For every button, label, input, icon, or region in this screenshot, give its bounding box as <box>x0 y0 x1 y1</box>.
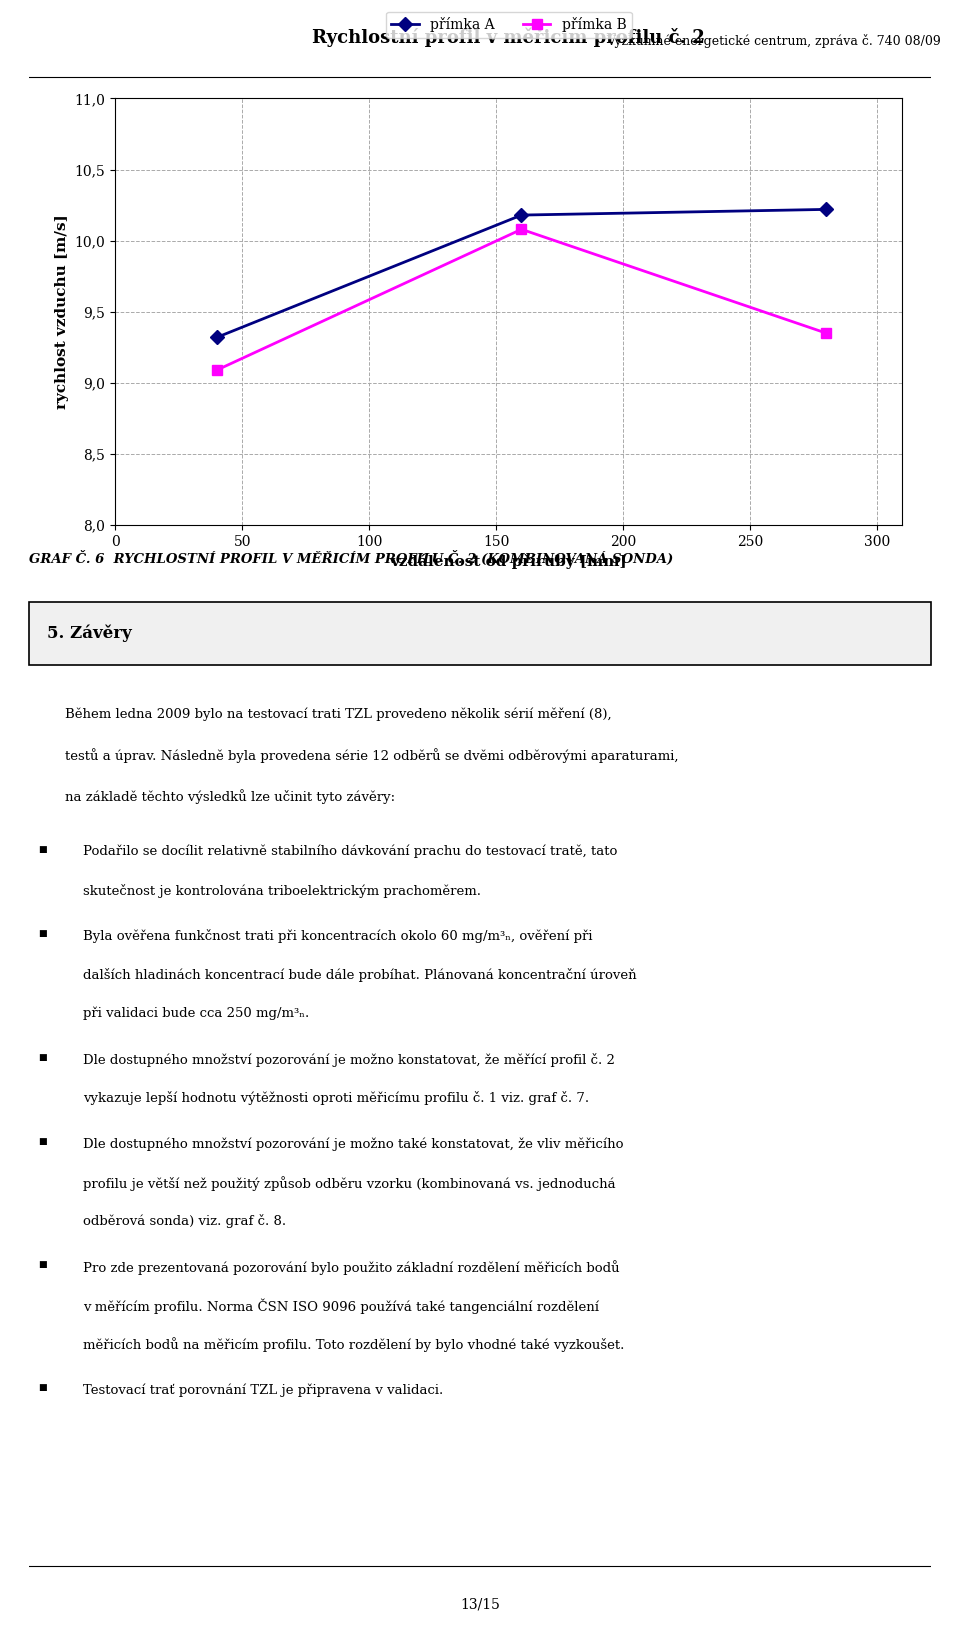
Text: odběrová sonda) viz. graf č. 8.: odběrová sonda) viz. graf č. 8. <box>83 1214 286 1229</box>
Text: ■: ■ <box>37 1137 47 1145</box>
přímka B <box>211 361 223 381</box>
Text: Dle dostupného množství pozorování je možno konstatovat, že měřící profil č. 2: Dle dostupného množství pozorování je mo… <box>83 1052 614 1067</box>
Text: Dle dostupného množství pozorování je možno také konstatovat, že vliv měřicího: Dle dostupného množství pozorování je mo… <box>83 1137 623 1150</box>
Text: dalších hladinách koncentrací bude dále probíhat. Plánovaná koncentrační úroveň: dalších hladinách koncentrací bude dále … <box>83 968 636 981</box>
Text: profilu je větší než použitý způsob odběru vzorku (kombinovaná vs. jednoduchá: profilu je větší než použitý způsob odbě… <box>83 1175 615 1191</box>
Text: Během ledna 2009 bylo na testovací trati TZL provedeno několik sérií měření (8),: Během ledna 2009 bylo na testovací trati… <box>65 707 612 720</box>
Text: 5. Závěry: 5. Závěry <box>47 625 132 642</box>
Text: Podařilo se docílit relativně stabilního dávkování prachu do testovací tratě, ta: Podařilo se docílit relativně stabilního… <box>83 845 617 858</box>
Text: ■: ■ <box>37 1052 47 1062</box>
Line: přímka B: přímka B <box>212 225 831 374</box>
Text: 13/15: 13/15 <box>460 1597 500 1611</box>
Text: vykazuje lepší hodnotu výtěžnosti oproti měřicímu profilu č. 1 viz. graf č. 7.: vykazuje lepší hodnotu výtěžnosti oproti… <box>83 1091 589 1106</box>
Text: ■: ■ <box>37 845 47 853</box>
Text: ■: ■ <box>37 1260 47 1268</box>
Text: ■: ■ <box>37 1383 47 1392</box>
přímka A <box>516 205 527 225</box>
Text: Pro zde prezentovaná pozorování bylo použito základní rozdělení měřicích bodů: Pro zde prezentovaná pozorování bylo pou… <box>83 1260 619 1275</box>
FancyBboxPatch shape <box>29 602 931 665</box>
přímka A <box>821 200 832 220</box>
Legend: přímka A, přímka B: přímka A, přímka B <box>386 11 632 38</box>
Text: ■: ■ <box>37 929 47 939</box>
Text: testů a úprav. Následně byla provedena série 12 odběrů se dvěmi odběrovými apara: testů a úprav. Následně byla provedena s… <box>65 748 679 763</box>
Text: v měřícím profilu. Norma ČSN ISO 9096 používá také tangenciální rozdělení: v měřícím profilu. Norma ČSN ISO 9096 po… <box>83 1300 599 1314</box>
Text: skutečnost je kontrolována triboelektrickým prachoměrem.: skutečnost je kontrolována triboelektric… <box>83 883 481 898</box>
Title: Rychlostní profil v měřicím profilu č. 2: Rychlostní profil v měřicím profilu č. 2 <box>312 28 706 48</box>
Text: Výzkumné energetické centrum, zpráva č. 740 08/09: Výzkumné energetické centrum, zpráva č. … <box>606 34 941 48</box>
Text: měřicích bodů na měřicím profilu. Toto rozdělení by bylo vhodné také vyzkoušet.: měřicích bodů na měřicím profilu. Toto r… <box>83 1337 624 1352</box>
X-axis label: vzdálenost od příruby [mm]: vzdálenost od příruby [mm] <box>391 555 627 569</box>
Line: přímka A: přímka A <box>212 205 831 343</box>
přímka A <box>211 328 223 348</box>
Text: na základě těchto výsledků lze učinit tyto závěry:: na základě těchto výsledků lze učinit ty… <box>65 789 395 804</box>
Text: Byla ověřena funkčnost trati při koncentracích okolo 60 mg/m³ₙ, ověření při: Byla ověřena funkčnost trati při koncent… <box>83 929 592 944</box>
Text: GRAF Č. 6  RYCHLOSTNÍ PROFIL V MĚŘICÍM PROFILU Č. 2 (KOMBINOVANÁ SONDA): GRAF Č. 6 RYCHLOSTNÍ PROFIL V MĚŘICÍM PR… <box>29 550 673 566</box>
přímka B <box>516 220 527 240</box>
přímka B <box>821 323 832 343</box>
Text: při validaci bude cca 250 mg/m³ₙ.: při validaci bude cca 250 mg/m³ₙ. <box>83 1006 309 1021</box>
Y-axis label: rychlost vzduchu [m/s]: rychlost vzduchu [m/s] <box>55 215 69 409</box>
Text: Testovací trať porovnání TZL je připravena v validaci.: Testovací trať porovnání TZL je připrave… <box>83 1383 444 1396</box>
